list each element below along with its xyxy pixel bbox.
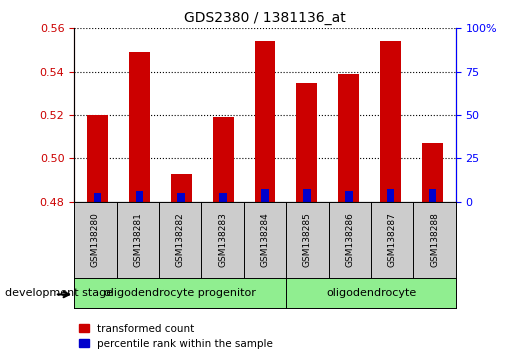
Bar [429, 189, 436, 202]
Text: oligodendrocyte progenitor: oligodendrocyte progenitor [104, 288, 256, 298]
Text: GSM138288: GSM138288 [430, 212, 439, 267]
Bar [254, 41, 276, 202]
Legend: transformed count, percentile rank within the sample: transformed count, percentile rank withi… [80, 324, 273, 349]
Text: GSM138286: GSM138286 [346, 212, 354, 267]
Text: GSM138282: GSM138282 [176, 212, 184, 267]
Bar [422, 143, 443, 202]
Text: GSM138280: GSM138280 [91, 212, 100, 267]
Bar [213, 117, 234, 202]
Bar [129, 52, 149, 202]
Bar [261, 189, 269, 202]
Bar [219, 193, 227, 202]
Bar [136, 191, 143, 202]
Bar [303, 189, 311, 202]
Text: GSM138285: GSM138285 [303, 212, 312, 267]
Text: GSM138283: GSM138283 [218, 212, 227, 267]
Text: GSM138284: GSM138284 [261, 212, 269, 267]
Bar [345, 191, 352, 202]
Bar [87, 115, 108, 202]
Bar [381, 41, 401, 202]
Bar [338, 74, 359, 202]
Bar [94, 193, 101, 202]
Bar [171, 173, 192, 202]
Bar [296, 82, 317, 202]
Text: oligodendrocyte: oligodendrocyte [326, 288, 416, 298]
Text: GSM138287: GSM138287 [388, 212, 396, 267]
Bar [178, 193, 185, 202]
Title: GDS2380 / 1381136_at: GDS2380 / 1381136_at [184, 11, 346, 24]
Bar [387, 189, 394, 202]
Text: development stage: development stage [5, 288, 113, 298]
Text: GSM138281: GSM138281 [134, 212, 142, 267]
